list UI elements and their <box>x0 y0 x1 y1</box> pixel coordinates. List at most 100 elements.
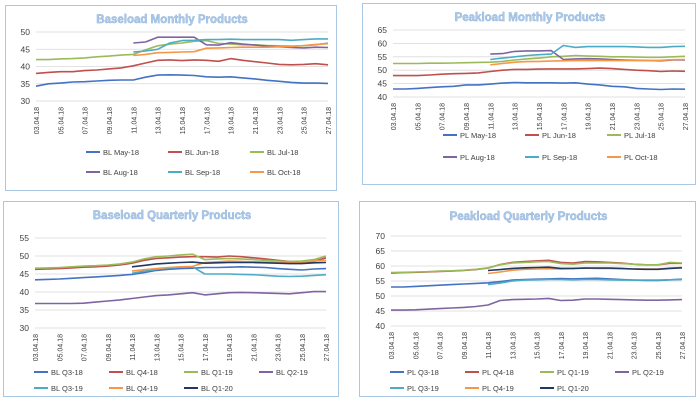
y-tick-label: 65 <box>378 25 388 35</box>
x-tick-label: 03.04.18 <box>389 332 396 359</box>
series-line-bl-q1-19 <box>34 253 327 269</box>
series-line-pl-may-18 <box>393 81 686 91</box>
legend-label: BL Q4-18 <box>126 368 158 377</box>
legend-item-bl-aug-18[interactable]: BL Aug-18 <box>86 168 138 177</box>
legend-label: PL Q1-20 <box>557 384 589 393</box>
y-tick-label: 60 <box>376 261 386 271</box>
legend-item-bl-sep-18[interactable]: BL Sep-18 <box>168 168 220 177</box>
legend-item-bl-oct-18[interactable]: BL Oct-18 <box>250 168 301 177</box>
x-tick-label: 11.04.18 <box>488 103 495 130</box>
y-tick-label: 45 <box>20 269 30 279</box>
legend-item-bl-may-18[interactable]: BL May-18 <box>86 148 139 157</box>
x-tick-label: 27.04.18 <box>324 334 331 361</box>
x-tick-label: 09.04.18 <box>106 334 113 361</box>
x-tick-label: 23.04.18 <box>634 103 641 130</box>
x-tick-label: 11.04.18 <box>130 334 137 361</box>
x-tick-label: 15.04.18 <box>537 103 544 130</box>
legend-item-bl-q2-19[interactable]: BL Q2-19 <box>259 368 308 377</box>
chart-title: Baseload Quarterly Products <box>93 210 252 222</box>
x-tick-label: 07.04.18 <box>82 334 89 361</box>
baseload-quarterly-chart: Baseload Quarterly Products 30 35 40 45 50 55 0… <box>20 210 331 393</box>
x-tick-label: 23.04.18 <box>277 107 284 134</box>
legend-item-pl-may-18[interactable]: PL May-18 <box>443 131 496 140</box>
x-tick-label: 21.04.18 <box>607 332 614 359</box>
x-tick-label: 15.04.18 <box>535 332 542 359</box>
legend-item-pl-q3-18[interactable]: PL Q3-18 <box>390 368 439 377</box>
legend-label: PL Aug-18 <box>460 153 495 162</box>
legend-item-pl-sep-18[interactable]: PL Sep-18 <box>525 153 577 162</box>
legend-item-bl-q4-19[interactable]: BL Q4-19 <box>109 384 158 393</box>
y-tick-label: 40 <box>20 287 30 297</box>
legend-label: PL Q2-19 <box>632 368 664 377</box>
x-tick-label: 21.04.18 <box>253 107 260 134</box>
legend-item-bl-q3-19[interactable]: BL Q3-19 <box>34 384 83 393</box>
legend-label: BL Q1-20 <box>201 384 233 393</box>
y-tick-label: 50 <box>21 27 31 37</box>
legend-item-pl-q4-19[interactable]: PL Q4-19 <box>465 384 514 393</box>
series-line-pl-q3-19 <box>487 278 683 286</box>
y-tick-label: 35 <box>20 305 30 315</box>
x-tick-label: 23.04.18 <box>276 334 283 361</box>
x-tick-label: 27.04.18 <box>680 332 687 359</box>
legend-item-bl-q3-18[interactable]: BL Q3-18 <box>34 368 83 377</box>
x-tick-label: 11.04.18 <box>131 107 138 134</box>
legend-label: BL May-18 <box>103 148 139 157</box>
chart-title: Peakload Quarterly Products <box>450 211 608 223</box>
legend-label: BL Oct-18 <box>267 168 301 177</box>
y-tick-label: 50 <box>378 65 388 75</box>
series-line-bl-q1-20 <box>131 261 327 268</box>
legend-label: PL Sep-18 <box>542 153 577 162</box>
legend-item-pl-q1-20[interactable]: PL Q1-20 <box>540 384 589 393</box>
legend-label: PL Jun-18 <box>542 131 576 140</box>
legend-label: BL Jul-18 <box>267 148 298 157</box>
legend-label: PL Jul-18 <box>624 131 655 140</box>
legend-label: PL Q4-18 <box>482 368 514 377</box>
series-line-bl-q4-19 <box>131 259 327 272</box>
legend-item-pl-aug-18[interactable]: PL Aug-18 <box>443 153 495 162</box>
legend-label: PL Q3-19 <box>407 384 439 393</box>
legend-label: BL Jun-18 <box>185 148 219 157</box>
x-tick-label: 25.04.18 <box>659 103 666 130</box>
series-line-pl-jul-18 <box>393 54 686 65</box>
legend-label: BL Aug-18 <box>103 168 138 177</box>
series-line-pl-q1-19 <box>390 260 683 274</box>
legend-item-bl-jun-18[interactable]: BL Jun-18 <box>168 148 219 157</box>
legend-label: BL Q1-19 <box>201 368 233 377</box>
legend-item-pl-jun-18[interactable]: PL Jun-18 <box>525 131 576 140</box>
legend-label: BL Q2-19 <box>276 368 308 377</box>
y-tick-label: 50 <box>376 291 386 301</box>
y-tick-label: 40 <box>376 321 386 331</box>
x-tick-label: 13.04.18 <box>156 107 163 134</box>
legend-item-pl-jul-18[interactable]: PL Jul-18 <box>607 131 655 140</box>
y-tick-label: 40 <box>378 92 388 102</box>
x-tick-label: 13.04.18 <box>513 103 520 130</box>
legend-item-bl-q1-19[interactable]: BL Q1-19 <box>184 368 233 377</box>
x-tick-label: 07.04.18 <box>440 103 447 130</box>
series-line-pl-oct-18 <box>490 58 686 66</box>
legend-label: PL Oct-18 <box>624 153 658 162</box>
peakload-quarterly-chart: Peakload Quarterly Products 40 45 50 55 60 65 7… <box>376 211 687 393</box>
y-tick-label: 50 <box>20 251 30 261</box>
legend-item-pl-q2-19[interactable]: PL Q2-19 <box>615 368 664 377</box>
chart-title: Baseload Monthly Products <box>96 14 247 26</box>
x-tick-label: 13.04.18 <box>154 334 161 361</box>
y-tick-label: 45 <box>376 306 386 316</box>
series-line-bl-may-18 <box>35 74 329 87</box>
x-tick-label: 03.04.18 <box>33 334 40 361</box>
legend-item-bl-q4-18[interactable]: BL Q4-18 <box>109 368 158 377</box>
legend-item-pl-oct-18[interactable]: PL Oct-18 <box>607 153 658 162</box>
legend-item-bl-jul-18[interactable]: BL Jul-18 <box>250 148 298 157</box>
legend-item-pl-q1-19[interactable]: PL Q1-19 <box>540 368 589 377</box>
series-line-bl-jul-18 <box>36 39 329 61</box>
x-tick-label: 21.04.18 <box>251 334 258 361</box>
legend-item-pl-q3-19[interactable]: PL Q3-19 <box>390 384 439 393</box>
legend-label: PL May-18 <box>460 131 496 140</box>
x-tick-label: 07.04.18 <box>438 332 445 359</box>
series-line-pl-jun-18 <box>393 67 686 77</box>
peakload-quarterly-panel: Peakload Quarterly Products 40 45 50 55 60 65 7… <box>359 201 696 397</box>
legend-item-bl-q1-20[interactable]: BL Q1-20 <box>184 384 233 393</box>
legend-item-pl-q4-18[interactable]: PL Q4-18 <box>465 368 514 377</box>
y-tick-label: 35 <box>21 79 31 89</box>
x-tick-label: 21.04.18 <box>610 103 617 130</box>
series-line-pl-q2-19 <box>391 297 683 311</box>
